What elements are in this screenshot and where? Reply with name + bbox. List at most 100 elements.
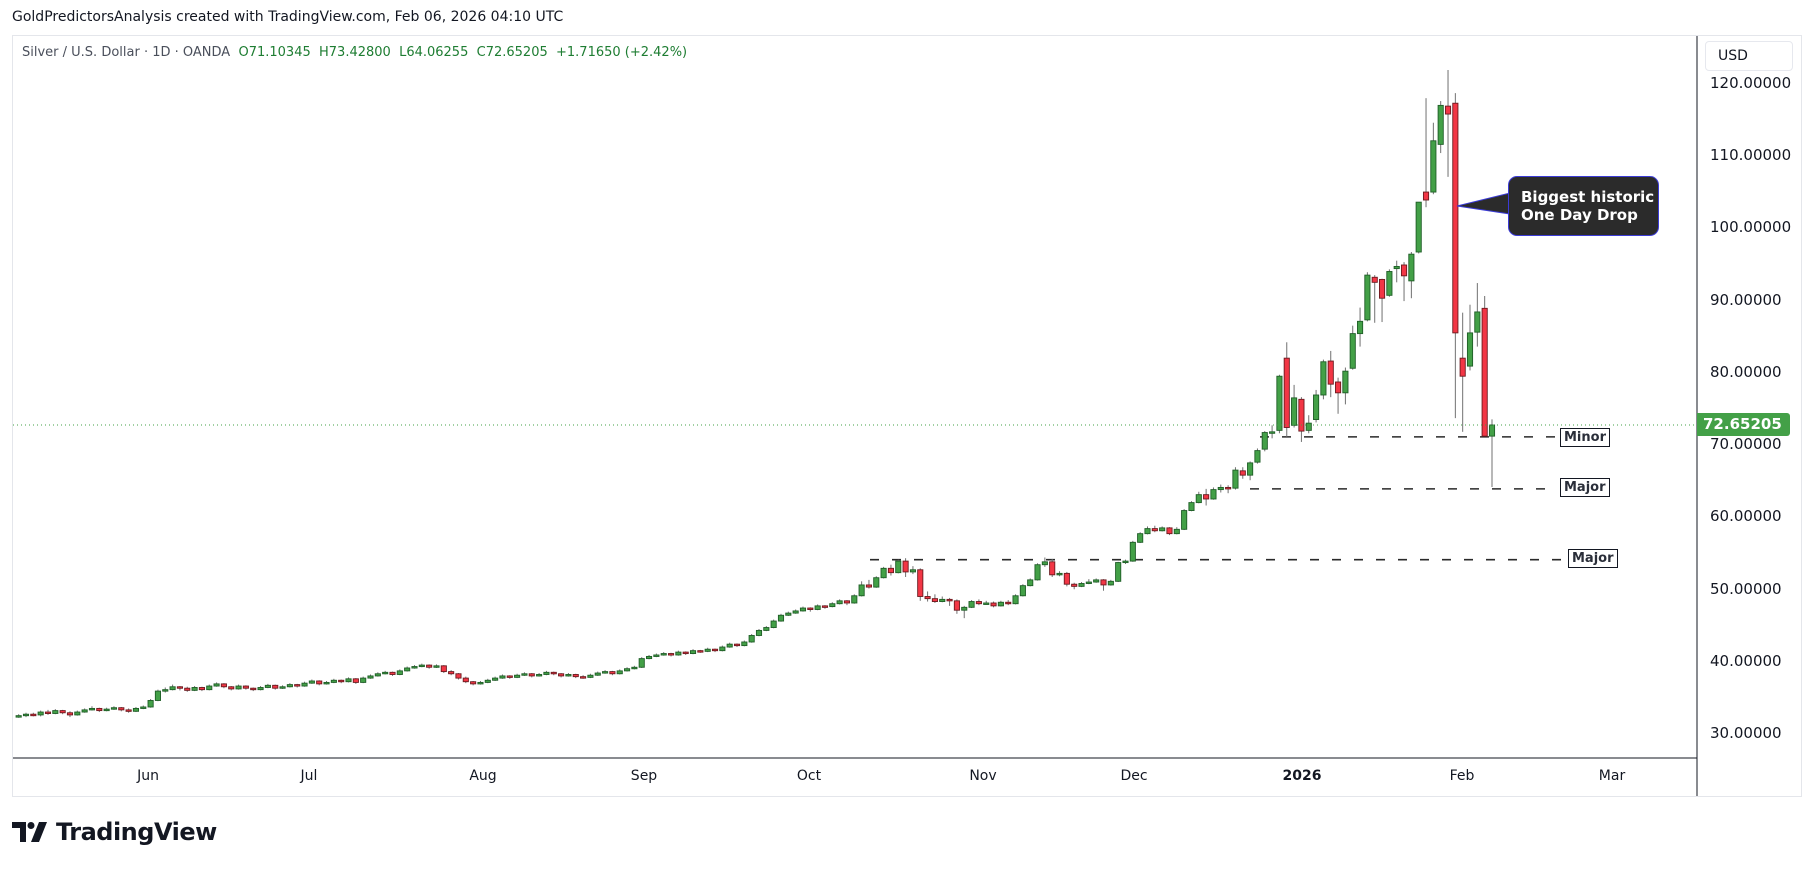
candle-up [1195,494,1202,504]
candle-up [1313,394,1320,420]
candle-down [953,600,960,611]
chart-frame [12,35,1802,797]
candle-up [909,569,916,573]
currency-button[interactable]: USD [1705,41,1793,71]
candle-up [492,677,499,681]
candle-down [272,684,279,689]
candle-up [1159,527,1166,532]
candle-down [1298,398,1305,432]
candle-up [110,707,118,710]
candle-up [264,684,271,688]
candle-up [88,707,96,711]
candle-down [865,584,872,588]
candle-up [81,709,88,713]
candle-down [902,560,909,573]
candle-down [96,707,103,712]
candle-down [990,602,997,607]
candle-down [1203,494,1210,500]
candle-up [1474,311,1481,333]
time-tick-feb: Feb [1449,768,1475,784]
candle-down [426,664,433,668]
candle-up [1254,450,1261,463]
candle-down [59,710,66,714]
tradingview-logo[interactable]: TradingView [12,818,217,846]
candle-down [924,596,931,600]
candle-up [103,708,110,712]
candle-down [316,680,323,685]
tradingview-logo-text: TradingView [56,818,217,846]
price-tick: 60.00000 [1710,507,1782,526]
time-tick-aug: Aug [469,768,497,784]
candle-up [74,711,81,716]
candle-down [733,643,741,647]
candle-down [176,686,183,689]
time-tick-nov: Nov [969,768,997,784]
candle-up [484,679,491,683]
candle-up [147,700,154,708]
candle-up [301,682,308,687]
candle-down [1335,381,1342,394]
candle-up [279,686,286,689]
candle-down [242,685,249,689]
candle-up [1093,579,1100,583]
candle-down [125,709,132,712]
candle-down [975,601,982,605]
candle-up [308,680,315,684]
candle-up [367,675,374,679]
candle-down [1283,357,1290,428]
candle-down [580,676,587,679]
candle-up [514,674,521,678]
legend-open: O71.10345 [238,45,311,60]
candle-down [228,686,235,690]
callout-line-2: One Day Drop [1521,206,1638,224]
current-price-label: 72.65205 [1697,413,1790,437]
candle-up [1210,489,1217,500]
candle-up [1137,533,1144,543]
candle-up [1466,332,1474,367]
price-tick: 80.00000 [1710,362,1782,381]
candle-down [609,671,616,675]
candle-down [917,569,924,597]
candle-up [1188,502,1195,511]
candle-up [521,673,528,676]
candle-up [594,672,601,676]
candle-down [462,677,469,683]
candle-down [440,665,447,673]
candle-up [433,665,440,668]
candle-up [785,612,792,616]
candle-up [1408,253,1415,282]
candle-down [30,713,37,717]
candle-down [1452,102,1459,334]
candle-up [404,667,411,672]
candle-down [528,673,535,677]
candle-down [220,683,227,688]
candle-down [250,687,257,691]
candle-down [558,673,565,677]
callout-pointer [1456,192,1511,215]
candle-down [1166,527,1173,535]
level-label-minor: Minor [1560,428,1610,447]
candle-up [675,651,682,656]
candle-down [1100,579,1107,586]
time-tick-sep: Sep [630,768,658,784]
candle-up [1129,541,1136,562]
candle-down [843,600,851,604]
candle-down [887,567,894,574]
candle-up [162,689,169,692]
candle-up [799,607,807,612]
candle-up [770,620,777,628]
candle-up [1144,528,1151,535]
candle-up [616,670,623,675]
price-tick: 70.00000 [1710,435,1782,454]
candle-down [1225,486,1232,490]
time-tick-2026: 2026 [1282,768,1322,784]
level-label-major-1: Major [1560,478,1610,497]
candle-up [880,567,887,579]
candle-down [1239,470,1246,476]
candle-down [470,681,477,685]
support-levels [870,436,1564,561]
candle-up [411,666,418,669]
candle-up [374,673,381,677]
callout-line-1: Biggest historic [1521,188,1655,206]
